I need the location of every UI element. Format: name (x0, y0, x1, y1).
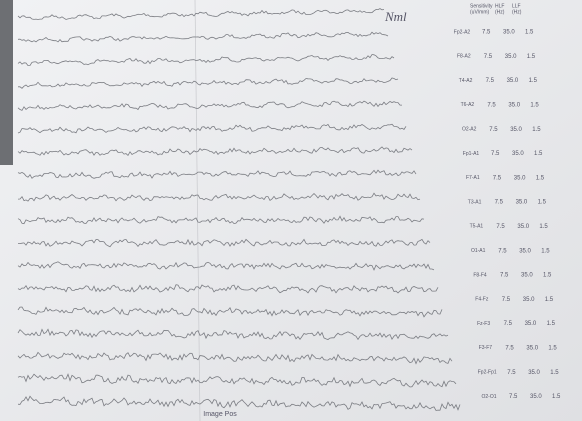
column-header: Sensitivity (470, 3, 493, 9)
channel-label: T3-A1 (468, 199, 482, 205)
eeg-trace (17, 373, 457, 388)
channel-label: T6-A2 (461, 102, 475, 108)
eeg-trace (17, 328, 449, 341)
channel-label: F8-A2 (457, 54, 471, 60)
hlf: 35.0 (510, 127, 522, 133)
channel-label: O2-A2 (462, 127, 477, 133)
sensitivity: 7.5 (489, 127, 498, 133)
column-unit: (Hz) (495, 9, 505, 15)
hlf: 35.0 (514, 175, 526, 181)
waveforms (17, 8, 461, 411)
eeg-trace (17, 238, 431, 248)
sensitivity: 7.5 (495, 200, 504, 206)
sensitivity: 7.5 (482, 30, 491, 36)
llf: 1.5 (527, 54, 536, 60)
channel-label: F4-Fz (475, 297, 489, 303)
channel-label: T5-A1 (470, 224, 484, 230)
eeg-trace (17, 306, 443, 318)
sensitivity: 7.5 (500, 273, 509, 279)
llf: 1.5 (539, 224, 548, 230)
eeg-trace (17, 351, 453, 365)
column-unit: (Hz) (512, 9, 522, 15)
eeg-trace (18, 77, 399, 89)
hlf: 35.0 (517, 224, 529, 230)
column-header: HLF (495, 3, 504, 9)
hlf: 35.0 (525, 321, 537, 327)
channel-label: F8-F4 (473, 272, 487, 278)
llf: 1.5 (538, 200, 547, 206)
llf: 1.5 (543, 273, 552, 279)
hlf: 35.0 (528, 370, 540, 376)
sensitivity: 7.5 (484, 54, 493, 60)
sensitivity: 7.5 (491, 151, 500, 157)
sensitivity: 7.5 (504, 321, 513, 327)
sensitivity: 7.5 (498, 248, 507, 254)
sensitivity: 7.5 (507, 370, 516, 376)
llf: 1.5 (552, 394, 561, 400)
llf: 1.5 (534, 151, 543, 157)
llf: 1.5 (547, 321, 556, 327)
eeg-trace (17, 31, 389, 43)
eeg-trace (17, 192, 421, 202)
hlf: 35.0 (526, 345, 538, 351)
llf: 1.5 (545, 297, 554, 303)
edge-shadow (0, 0, 13, 165)
channel-label: T4-A2 (459, 78, 473, 84)
sensitivity: 7.5 (486, 78, 495, 84)
eeg-trace (17, 169, 417, 179)
channel-label: Fp2-Fp1 (478, 370, 497, 376)
hlf: 35.0 (523, 297, 535, 303)
footer-label: Image Pos (203, 411, 237, 418)
channel-label: O2-O1 (481, 394, 496, 400)
montage-panel: Sensitivity(uV/mm)HLF(Hz)LLF(Hz)Fp2-A2 7.… (454, 3, 561, 400)
eeg-trace (17, 8, 385, 20)
hlf: 35.0 (508, 102, 520, 108)
hlf: 35.0 (516, 200, 528, 206)
llf: 1.5 (536, 175, 545, 181)
channel-label: F7-A1 (466, 175, 480, 181)
channel-label: F3-F7 (479, 345, 493, 351)
sensitivity: 7.5 (493, 175, 502, 181)
eeg-trace (17, 215, 425, 225)
llf: 1.5 (532, 127, 541, 133)
column-header: LLF (512, 3, 521, 9)
llf: 1.5 (525, 30, 534, 36)
sensitivity: 7.5 (487, 102, 496, 108)
hlf: 35.0 (505, 54, 517, 60)
llf: 1.5 (530, 102, 539, 108)
hlf: 35.0 (503, 30, 515, 36)
eeg-trace (17, 146, 413, 157)
channel-label: O1-A1 (471, 248, 486, 254)
eeg-trace (17, 100, 402, 111)
hlf: 35.0 (521, 273, 533, 279)
sensitivity: 7.5 (509, 394, 518, 400)
llf: 1.5 (541, 248, 550, 254)
eeg-trace (17, 395, 461, 411)
channel-label: Fp2-A2 (454, 29, 471, 35)
eeg-trace (17, 284, 439, 294)
channel-label: Fp1-A1 (463, 151, 480, 157)
sensitivity: 7.5 (505, 345, 514, 351)
hlf: 35.0 (507, 78, 519, 84)
channel-label: Fz-F3 (477, 321, 490, 327)
sensitivity: 7.5 (496, 224, 505, 230)
hlf: 35.0 (512, 151, 524, 157)
handwritten-note: Nml (384, 9, 407, 24)
time-marker (194, 0, 201, 421)
eeg-trace (17, 54, 395, 67)
hlf: 35.0 (530, 394, 542, 400)
llf: 1.5 (550, 370, 559, 376)
hlf: 35.0 (519, 248, 531, 254)
llf: 1.5 (529, 78, 538, 84)
column-unit: (uV/mm) (470, 9, 490, 15)
eeg-trace (17, 261, 435, 271)
eeg-trace (17, 123, 407, 134)
sensitivity: 7.5 (502, 297, 511, 303)
llf: 1.5 (548, 345, 557, 351)
